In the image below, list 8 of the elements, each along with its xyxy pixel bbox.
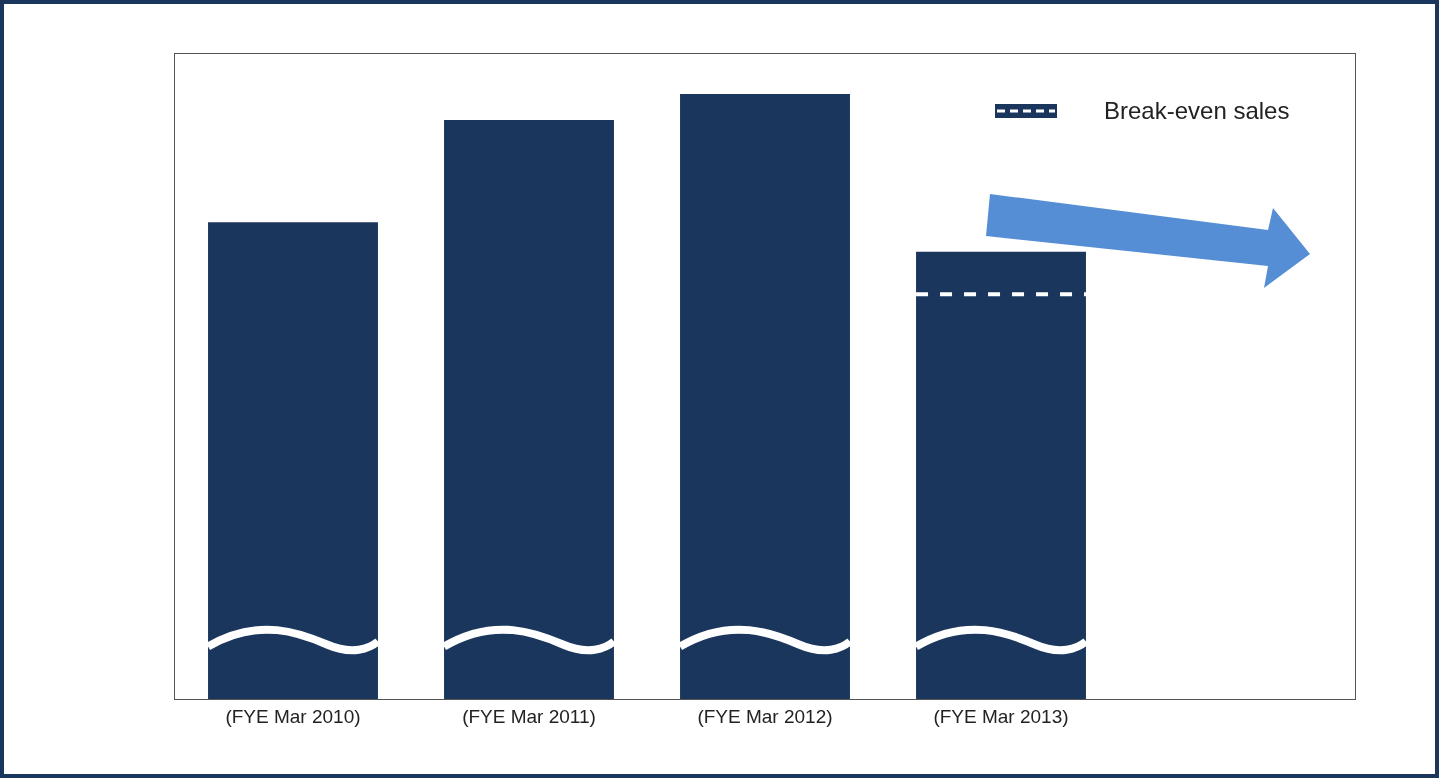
bar xyxy=(444,119,614,699)
x-tick-label: (FYE Mar 2010) xyxy=(225,705,361,727)
x-tick-label: (FYE Mar 2012) xyxy=(697,705,833,727)
x-tick-label: (FYE Mar 2013) xyxy=(933,705,1069,727)
legend-label: Break-even sales xyxy=(1104,97,1290,124)
x-tick-label: (FYE Mar 2011) xyxy=(462,705,596,727)
bar xyxy=(680,93,850,699)
bar xyxy=(208,222,378,699)
